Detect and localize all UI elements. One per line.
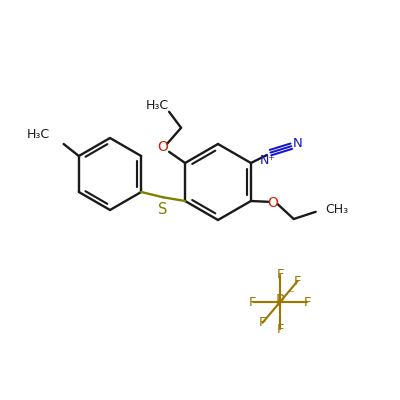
Text: N⁺: N⁺ bbox=[259, 154, 275, 167]
Text: H₃C: H₃C bbox=[26, 128, 50, 141]
Text: F: F bbox=[276, 268, 284, 281]
Text: CH₃: CH₃ bbox=[326, 203, 349, 216]
Text: H₃C: H₃C bbox=[146, 99, 169, 112]
Text: F: F bbox=[304, 296, 311, 308]
Text: S: S bbox=[158, 202, 168, 217]
Text: N: N bbox=[293, 137, 303, 150]
Text: P: P bbox=[276, 294, 284, 310]
Text: F: F bbox=[294, 275, 301, 288]
Text: O: O bbox=[268, 196, 278, 210]
Text: ⁻: ⁻ bbox=[287, 288, 293, 301]
Text: F: F bbox=[259, 316, 266, 329]
Text: F: F bbox=[249, 296, 256, 308]
Text: F: F bbox=[276, 323, 284, 336]
Text: O: O bbox=[158, 140, 168, 154]
